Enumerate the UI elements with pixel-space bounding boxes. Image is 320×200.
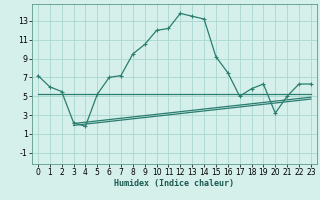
X-axis label: Humidex (Indice chaleur): Humidex (Indice chaleur)	[115, 179, 234, 188]
